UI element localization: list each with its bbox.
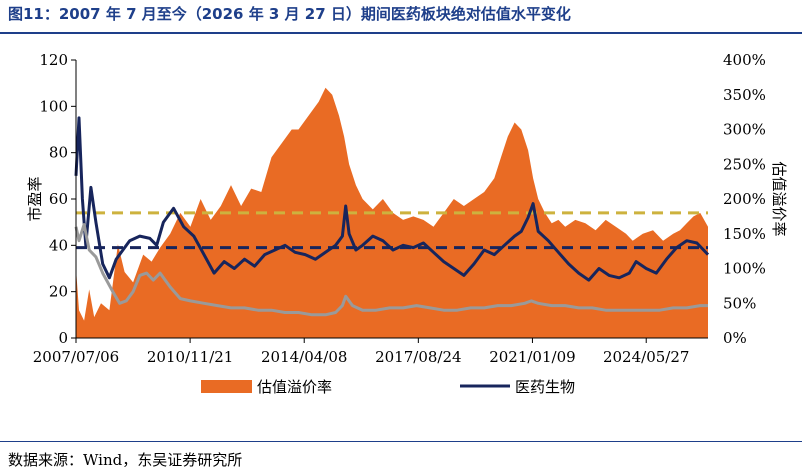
left-tick-label: 120 (39, 51, 68, 69)
right-tick-label: 350% (723, 86, 766, 104)
right-tick-label: 100% (723, 260, 766, 278)
legend-swatch-premium (201, 380, 252, 393)
series-pe-line (74, 116, 710, 282)
x-tick-label: 2007/07/06 (33, 348, 119, 366)
left-tick-label: 60 (49, 190, 68, 208)
chart-ticks: 0 20 40 60 80 100 120 0% 50% 100% 150% 200% 250% 300%… (33, 51, 766, 366)
title-divider (0, 32, 802, 34)
x-tick-label: 2010/11/21 (147, 348, 233, 366)
chart-title: 图11：2007 年 7 月至今（2026 年 3 月 27 日）期间医药板块绝… (8, 5, 571, 23)
right-tick-label: 150% (723, 225, 766, 243)
legend: 估值溢价率 医药生物 (201, 378, 575, 396)
source-divider (0, 441, 802, 442)
legend-label-premium: 估值溢价率 (257, 378, 332, 396)
right-tick-label: 50% (723, 294, 756, 312)
plot-area (74, 87, 710, 338)
right-tick-label: 400% (723, 51, 766, 69)
left-tick-label: 0 (58, 329, 68, 347)
right-tick-label: 300% (723, 121, 766, 139)
data-source: 数据来源：Wind，东吴证券研究所 (8, 451, 243, 469)
right-tick-label: 250% (723, 155, 766, 173)
x-tick-label: 2024/05/27 (603, 348, 689, 366)
left-tick-label: 100 (39, 97, 68, 115)
series-gray-line (74, 223, 708, 317)
left-tick-label: 80 (49, 144, 68, 162)
x-tick-label: 2017/08/24 (375, 348, 461, 366)
x-tick-label: 2014/04/08 (261, 348, 347, 366)
right-axis-label: 估值溢价率 (770, 161, 788, 236)
chart-figure: 0 20 40 60 80 100 120 0% 50% 100% 150% 200% 250% 300%… (26, 51, 788, 396)
right-tick-label: 0% (723, 329, 747, 347)
left-axis-label: 市盈率 (26, 176, 44, 221)
legend-label-pe: 医药生物 (515, 378, 575, 396)
right-tick-label: 200% (723, 190, 766, 208)
left-tick-label: 20 (49, 283, 68, 301)
left-tick-label: 40 (49, 236, 68, 254)
x-tick-label: 2021/01/09 (489, 348, 575, 366)
